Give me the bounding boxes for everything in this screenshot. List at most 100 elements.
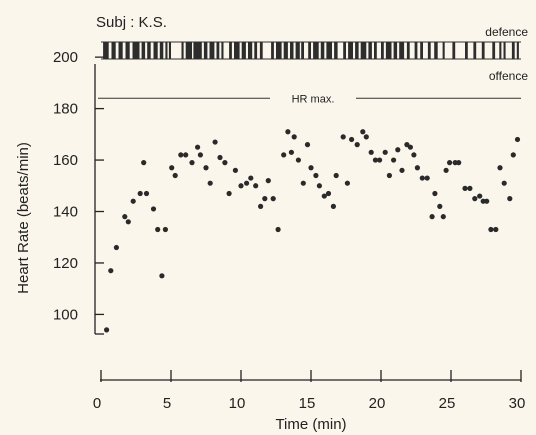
data-point (407, 144, 413, 150)
defence-interval (229, 42, 232, 59)
defence-interval (381, 42, 384, 59)
data-point (162, 226, 168, 233)
offence-label: offence (489, 69, 528, 83)
data-point (288, 149, 294, 155)
defence-interval (165, 42, 168, 59)
data-point (354, 142, 360, 148)
data-point (197, 152, 203, 158)
data-point (159, 273, 165, 279)
x-tick-label: 30 (509, 395, 526, 412)
defence-interval (313, 42, 319, 59)
defence-interval (193, 42, 202, 59)
data-point (244, 180, 250, 186)
defence-interval (499, 42, 502, 59)
defence-interval (283, 42, 288, 59)
data-point (456, 160, 462, 166)
defence-interval (203, 42, 208, 59)
data-point (429, 214, 435, 220)
defence-interval (141, 42, 146, 59)
data-point (395, 147, 401, 153)
data-point (501, 180, 507, 186)
data-point (155, 226, 161, 233)
x-tick-label: 15 (299, 395, 316, 412)
data-point (238, 183, 244, 189)
data-point (497, 165, 503, 171)
data-point (178, 152, 184, 158)
data-point (304, 142, 311, 148)
x-tick-label: 5 (163, 395, 171, 412)
data-point (372, 157, 378, 163)
data-point (484, 198, 490, 204)
defence-interval (271, 42, 274, 59)
defence-interval (385, 42, 392, 59)
defence-interval (259, 42, 263, 59)
data-point (344, 180, 350, 186)
defence-interval (368, 42, 372, 59)
defence-interval (118, 42, 123, 59)
data-point (467, 185, 473, 191)
data-point (414, 165, 420, 171)
defence-interval (434, 42, 438, 59)
data-point (411, 152, 417, 158)
data-point (172, 172, 178, 179)
x-axis: 0 5 10 15 20 25 30 (93, 370, 526, 412)
data-point (150, 206, 157, 212)
defence-interval (209, 42, 215, 59)
defence-interval (248, 42, 253, 59)
data-point (300, 180, 306, 186)
data-point (207, 180, 213, 186)
defence-interval (132, 42, 140, 59)
data-point (472, 196, 478, 202)
data-point (183, 152, 189, 158)
data-point (477, 193, 483, 199)
defence-interval (308, 42, 311, 59)
phase-bar (101, 41, 521, 60)
data-point (226, 190, 232, 197)
data-point (169, 165, 175, 171)
defence-interval (355, 42, 359, 59)
data-point (424, 175, 430, 181)
defence-interval (374, 42, 377, 59)
data-point (419, 175, 425, 181)
defence-interval (103, 42, 109, 59)
data-point (141, 160, 147, 166)
defence-interval (414, 42, 418, 59)
y-axis: 100 120 140 160 180 200 (53, 49, 104, 335)
x-axis-label: Time (min) (275, 416, 346, 433)
data-point (514, 136, 521, 143)
defence-interval (254, 42, 258, 59)
x-tick-label: 25 (439, 395, 456, 412)
x-tick-label: 0 (93, 395, 101, 412)
defence-interval (334, 42, 338, 59)
data-point (275, 226, 281, 233)
data-point (203, 165, 209, 171)
data-point (195, 144, 201, 150)
defence-interval (295, 42, 300, 59)
data-point (321, 193, 327, 199)
data-point (368, 149, 374, 155)
data-point (447, 160, 453, 166)
defence-interval (360, 42, 367, 59)
data-point (399, 167, 405, 173)
defence-interval (393, 42, 398, 59)
data-point (313, 172, 319, 179)
data-point (189, 160, 195, 166)
data-points (104, 129, 521, 333)
data-point (432, 190, 438, 197)
data-point (232, 167, 238, 173)
defence-interval (111, 42, 116, 59)
defence-interval (511, 42, 515, 59)
defence-interval (216, 42, 220, 59)
data-point (108, 268, 114, 274)
data-point (212, 139, 218, 145)
defence-interval (185, 42, 192, 59)
y-tick-label: 120 (53, 255, 78, 272)
data-point (462, 185, 468, 191)
defence-interval (399, 42, 405, 59)
defence-interval (516, 42, 519, 59)
defence-interval (153, 42, 158, 59)
x-tick-label: 10 (229, 395, 246, 412)
data-point (493, 226, 499, 233)
hr-max-label: HR max. (292, 93, 335, 105)
defence-interval (481, 42, 485, 59)
